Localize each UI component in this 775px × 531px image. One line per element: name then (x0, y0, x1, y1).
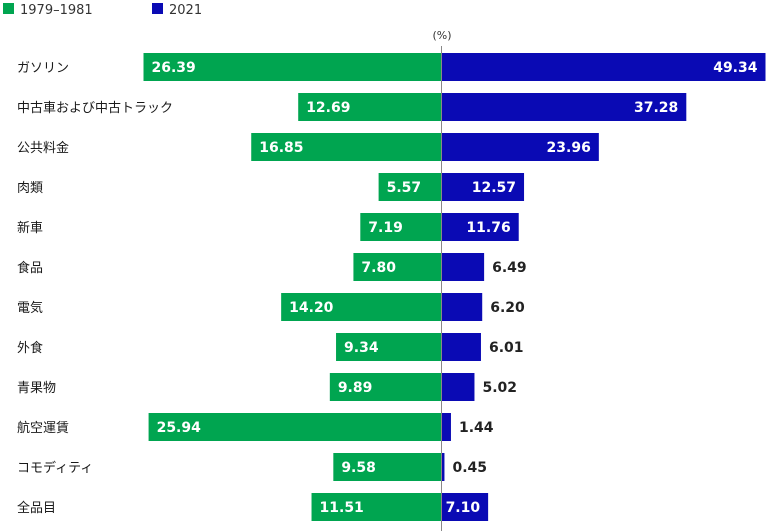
value-label-2021: 0.45 (452, 460, 487, 476)
bar-1979-1981 (148, 413, 442, 441)
category-label: 公共料金 (17, 140, 69, 156)
legend-label-1979-1981: 1979–1981 (20, 3, 93, 18)
bar-1979-1981 (251, 133, 442, 161)
value-label-2021: 6.49 (492, 260, 527, 276)
value-label-1979-1981: 12.69 (306, 100, 350, 116)
value-label-2021: 6.01 (489, 340, 524, 356)
category-label: ガソリン (17, 61, 69, 76)
bars (143, 53, 766, 521)
bar-2021 (441, 333, 481, 361)
bar-2021 (441, 493, 489, 521)
bar-1979-1981 (329, 373, 442, 401)
value-label-1979-1981: 16.85 (259, 140, 303, 156)
bar-1979-1981 (333, 453, 442, 481)
category-label: 肉類 (17, 181, 43, 196)
value-label-2021: 6.20 (490, 300, 525, 316)
legend-swatch-2021 (152, 3, 163, 14)
value-label-1979-1981: 9.34 (344, 340, 379, 356)
value-label-1979-1981: 14.20 (289, 300, 334, 316)
category-label: 青果物 (17, 381, 56, 396)
category-label: 外食 (17, 340, 43, 356)
value-label-2021: 7.10 (446, 500, 481, 516)
value-label-2021: 49.34 (713, 60, 758, 76)
bar-2021 (441, 453, 445, 481)
value-labels: 26.39 49.34 12.69 37.28 16.85 23.96 5.57 12.57 7… (152, 60, 758, 516)
bar-2021 (441, 53, 766, 81)
value-label-2021: 5.02 (482, 380, 517, 396)
legend-label-2021: 2021 (169, 3, 202, 18)
bar-1979-1981 (298, 93, 442, 121)
value-label-2021: 23.96 (547, 140, 591, 156)
value-label-1979-1981: 11.51 (320, 500, 364, 516)
category-label: コモディティ (17, 460, 93, 476)
bar-1979-1981 (311, 493, 442, 521)
value-label-2021: 11.76 (466, 220, 510, 236)
value-label-2021: 37.28 (634, 100, 678, 116)
unit-label: (%) (432, 29, 451, 42)
bar-1979-1981 (281, 293, 442, 321)
value-label-1979-1981: 9.58 (341, 460, 376, 476)
category-label: 食品 (17, 260, 43, 276)
bar-2021 (441, 173, 525, 201)
category-label: 全品目 (17, 500, 56, 516)
bar-2021 (441, 373, 475, 401)
category-label: 電気 (17, 300, 43, 316)
value-label-1979-1981: 5.57 (387, 180, 422, 196)
bar-2021 (441, 293, 483, 321)
category-label: 新車 (17, 220, 43, 236)
value-label-1979-1981: 26.39 (152, 60, 196, 76)
bar-1979-1981 (353, 253, 442, 281)
bar-2021 (441, 93, 687, 121)
value-label-2021: 1.44 (459, 420, 494, 436)
legend-swatch-1979-1981 (3, 3, 14, 14)
category-label: 航空運賃 (17, 420, 69, 436)
category-label: 中古車および中古トラック (17, 101, 173, 116)
bar-2021 (441, 253, 485, 281)
value-label-2021: 12.57 (472, 180, 516, 196)
bar-1979-1981 (336, 333, 442, 361)
bar-1979-1981 (360, 213, 442, 241)
bar-1979-1981 (378, 173, 442, 201)
bar-1979-1981 (143, 53, 442, 81)
bar-2021 (441, 213, 519, 241)
category-labels: ガソリン中古車および中古トラック公共料金肉類新車食品電気外食青果物航空運賃コモデ… (17, 61, 173, 516)
legend: 1979–1981 2021 (3, 3, 202, 18)
bar-2021 (441, 133, 599, 161)
value-label-1979-1981: 9.89 (338, 380, 373, 396)
value-label-1979-1981: 7.80 (361, 260, 396, 276)
bar-2021 (441, 413, 451, 441)
value-label-1979-1981: 7.19 (368, 220, 403, 236)
value-label-1979-1981: 25.94 (157, 420, 202, 436)
